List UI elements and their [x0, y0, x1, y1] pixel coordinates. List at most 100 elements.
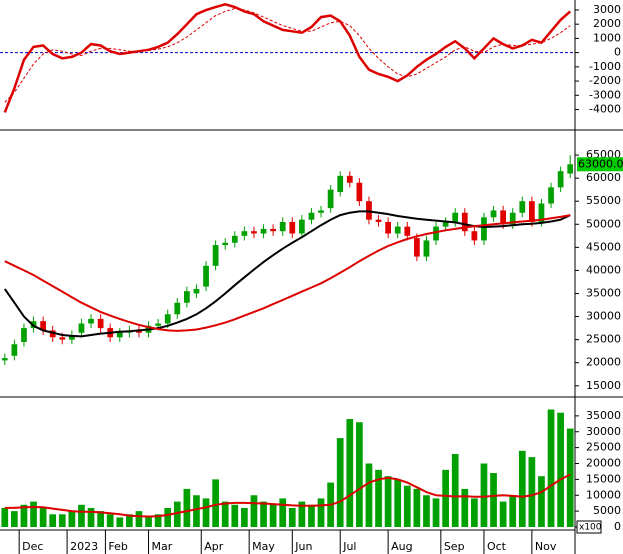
y-tick-label: 40000 [586, 263, 621, 276]
candle-body [88, 318, 94, 324]
volume-bar [11, 511, 18, 527]
volume-bar [384, 476, 392, 527]
volume-bar [97, 511, 104, 527]
candle-body [222, 242, 229, 246]
x-tick-label: Oct [487, 540, 507, 553]
candle-body [69, 335, 75, 340]
volume-bar [413, 488, 421, 527]
volume-bar [461, 488, 469, 527]
volume-bar [116, 517, 124, 527]
y-tick-label: 5000 [593, 504, 621, 517]
volume-bar [298, 501, 306, 527]
candle-body [299, 219, 305, 234]
y-tick-label: 35000 [586, 286, 621, 299]
volume-bar [193, 495, 200, 527]
x-tick-label: Jun [294, 540, 312, 553]
volume-bar [394, 479, 402, 527]
volume-bar [557, 412, 564, 527]
volume-bar [317, 498, 325, 527]
volume-bar [547, 409, 555, 527]
x-tick-label: Nov [535, 540, 557, 553]
candle-body [529, 201, 535, 222]
volume-average [4, 473, 571, 518]
candle-body [461, 212, 468, 232]
candle-body [260, 228, 267, 234]
moving-average [4, 214, 571, 332]
candle-body [337, 175, 344, 192]
volume-bar [432, 498, 440, 527]
volume-bar [202, 498, 210, 527]
candle-body [21, 328, 27, 342]
y-tick-label: -2000 [589, 74, 621, 87]
y-tick-label: 15000 [586, 379, 621, 392]
volume-bar [480, 463, 488, 527]
candle-body [471, 231, 478, 241]
y-tick-label: -3000 [589, 88, 621, 101]
candle-body [490, 210, 497, 218]
volume-bar [269, 504, 277, 527]
candle-body [59, 337, 66, 340]
y-tick-label: 35000 [586, 409, 621, 422]
candle-body [404, 226, 411, 236]
candle-body [116, 332, 123, 338]
volume-bar [106, 514, 114, 527]
volume-bar [490, 473, 497, 527]
volume-bar [126, 514, 133, 527]
volume-bar [68, 511, 76, 527]
volume-bar [135, 511, 143, 527]
candle-body [375, 219, 382, 222]
candle-body [433, 226, 439, 241]
volume-bar [78, 504, 85, 527]
candle-body [509, 212, 516, 225]
volume-bar [145, 517, 152, 527]
candle-body [346, 175, 353, 183]
candle-body [212, 245, 219, 266]
volume-bar [49, 514, 57, 527]
unit-box [576, 520, 602, 534]
volume-bar [356, 422, 363, 527]
candle-body [327, 189, 334, 209]
volume-bar [250, 495, 258, 527]
last-price-label: 63000.00 [578, 157, 623, 170]
volume-bar [58, 514, 66, 527]
x-tick-label: Apr [204, 540, 224, 553]
y-tick-label: 25000 [586, 441, 621, 454]
candle-body [385, 221, 391, 234]
volume-bar [154, 514, 162, 527]
volume-bar [164, 507, 172, 527]
volume-bar [20, 504, 28, 527]
y-tick-label: 55000 [586, 194, 621, 207]
volume-bar [346, 419, 354, 527]
volume-bar [471, 498, 478, 527]
y-tick-label: 30000 [586, 425, 621, 438]
volume-bar [183, 488, 191, 527]
volume-bar [528, 457, 536, 527]
y-tick-label: 0 [614, 46, 621, 59]
candle-body [164, 314, 171, 324]
y-tick-label: 20000 [586, 457, 621, 470]
volume-bar [173, 501, 181, 527]
candle-body [481, 217, 487, 241]
y-tick-label: -4000 [589, 103, 621, 116]
candle-body [519, 201, 526, 213]
volume-bar [1, 507, 9, 527]
candle-body [231, 235, 238, 243]
volume-bar [375, 469, 382, 527]
x-tick-label: Feb [108, 540, 127, 553]
unit-label: x100 [579, 523, 602, 533]
candle-body [548, 187, 554, 204]
candle-body [241, 231, 248, 236]
candle-body [452, 212, 459, 222]
candle-body [174, 302, 181, 315]
candle-body [78, 323, 85, 333]
candle-body [97, 318, 104, 329]
y-tick-label: 25000 [586, 333, 621, 346]
x-tick-label: 2023 [70, 540, 98, 553]
volume-bar [451, 453, 459, 527]
y-tick-label: 60000 [586, 171, 621, 184]
candle-body [500, 210, 506, 225]
y-tick-label: 50000 [586, 217, 621, 230]
candle-body [49, 330, 56, 338]
